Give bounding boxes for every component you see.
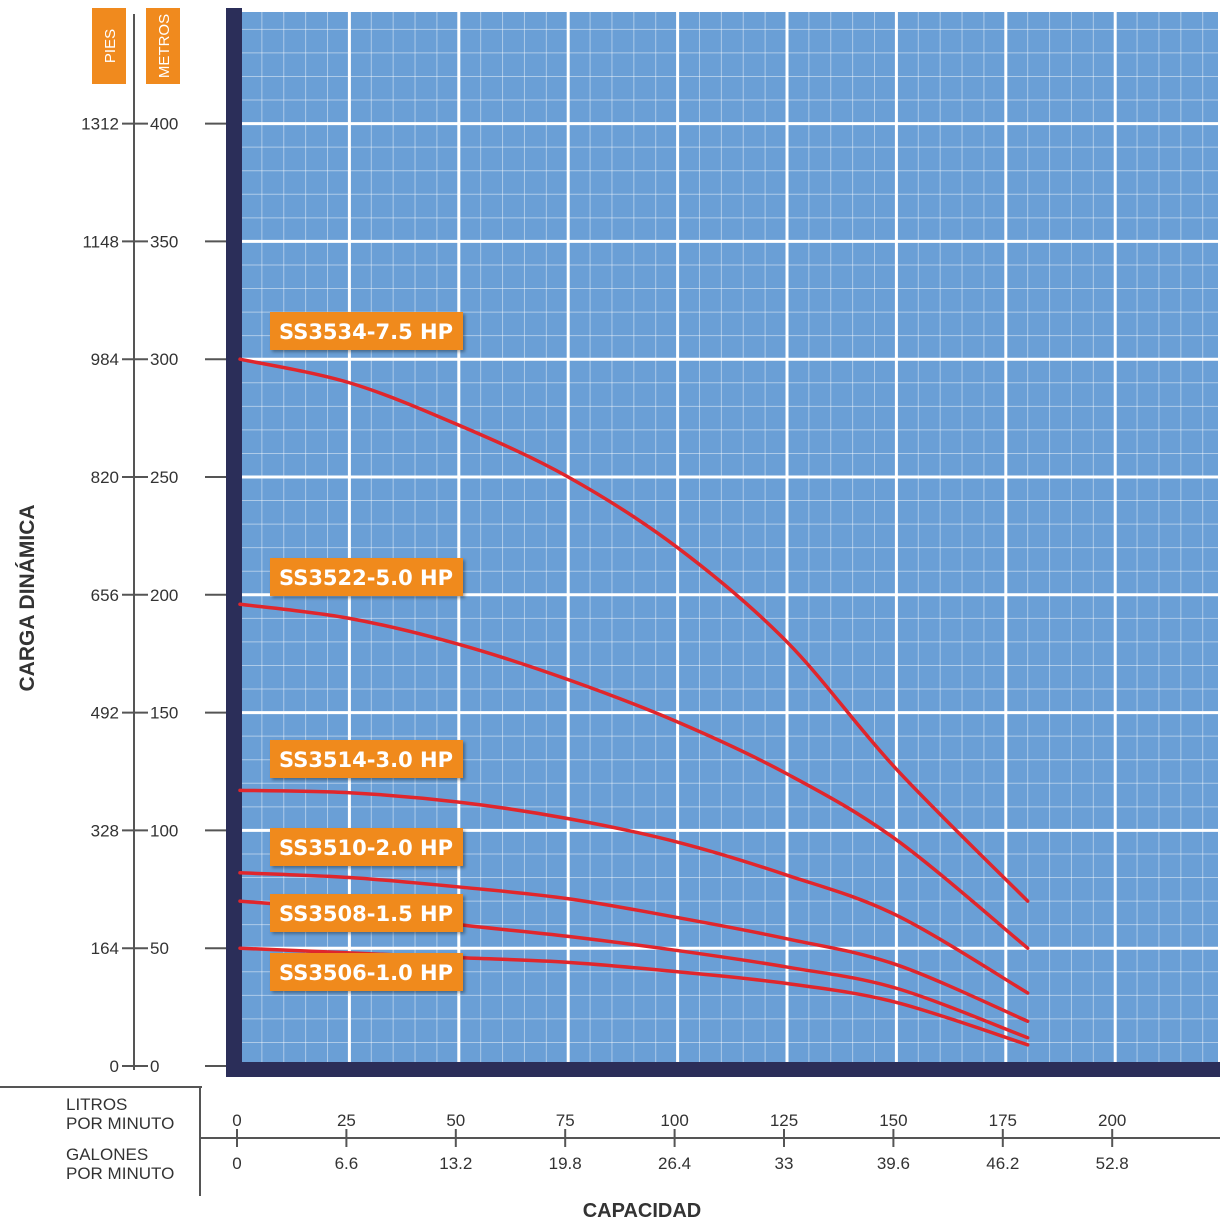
y-tick-label-meters: 0 xyxy=(150,1057,159,1076)
x-tick-label-lpm: 175 xyxy=(989,1111,1017,1130)
x-row-label-lpm-line: LITROS xyxy=(66,1095,127,1114)
y-tick: 164 50 xyxy=(91,939,226,958)
y-tick: 328 100 xyxy=(91,821,226,840)
series-name-label: SS3506-1.0 HP xyxy=(279,961,453,985)
series-badge: SS3522-5.0 HP xyxy=(270,558,463,596)
y-tick: 656 200 xyxy=(91,586,226,605)
x-tick-label-lpm: 0 xyxy=(232,1111,241,1130)
x-tick-label-lpm: 50 xyxy=(446,1111,465,1130)
x-tick-label-lpm: 100 xyxy=(660,1111,688,1130)
y-tick-label-feet: 164 xyxy=(91,939,119,958)
y-tick: 820 250 xyxy=(91,468,226,487)
series-line-ss3514-3-0-hp xyxy=(238,788,1030,995)
x-tick-label-gpm: 33 xyxy=(775,1154,794,1173)
y-unit-meters-badge: METROS xyxy=(146,8,180,84)
y-tick-label-feet: 820 xyxy=(91,468,119,487)
x-row-label-gpm-line: GALONES xyxy=(66,1145,148,1164)
x-tick-label-gpm: 26.4 xyxy=(658,1154,691,1173)
y-unit-feet-badge-text: PIES xyxy=(102,29,119,63)
x-axis-title: CAPACIDAD xyxy=(583,1200,702,1222)
x-tick-label-gpm: 46.2 xyxy=(986,1154,1019,1173)
y-tick-label-feet: 1312 xyxy=(81,115,119,134)
series-badge: SS3510-2.0 HP xyxy=(270,828,463,866)
x-tick: 100 26.4 xyxy=(658,1111,691,1173)
y-tick-label-meters: 250 xyxy=(150,468,178,487)
y-tick-label-feet: 492 xyxy=(91,704,119,723)
x-tick: 200 52.8 xyxy=(1096,1111,1129,1173)
y-tick-label-meters: 150 xyxy=(150,704,178,723)
gridlines xyxy=(240,12,1218,1066)
y-tick: 984 300 xyxy=(91,350,226,369)
x-tick: 50 13.2 xyxy=(439,1111,472,1173)
x-tick-label-lpm: 125 xyxy=(770,1111,798,1130)
y-tick-label-meters: 100 xyxy=(150,821,178,840)
x-tick-label-lpm: 200 xyxy=(1098,1111,1126,1130)
y-unit-feet-badge-box xyxy=(92,8,126,84)
x-tick-label-gpm: 52.8 xyxy=(1096,1154,1129,1173)
plot-area xyxy=(226,8,1220,1077)
y-tick: 492 150 xyxy=(91,704,226,723)
y-tick-label-feet: 1148 xyxy=(82,232,119,251)
y-tick-label-feet: 0 xyxy=(110,1057,119,1076)
series-badge-box xyxy=(270,740,463,778)
x-row-label-gpm-line: POR MINUTO xyxy=(66,1164,174,1183)
y-tick-label-meters: 400 xyxy=(150,115,178,134)
y-unit-meters-badge-text: METROS xyxy=(156,14,173,78)
x-tick-label-lpm: 75 xyxy=(556,1111,575,1130)
series-name-label: SS3510-2.0 HP xyxy=(279,836,453,860)
x-tick: 75 19.8 xyxy=(549,1111,582,1173)
x-row-label-lpm-line: POR MINUTO xyxy=(66,1114,174,1133)
x-tick-label-lpm: 150 xyxy=(879,1111,907,1130)
legend-badges: SS3534-7.5 HP SS3522-5.0 HP SS3514-3.0 HP S… xyxy=(270,312,463,991)
y-tick-label-meters: 50 xyxy=(150,939,169,958)
frame-left xyxy=(226,8,242,1076)
series-name-label: SS3534-7.5 HP xyxy=(279,320,453,344)
y-tick-label-feet: 328 xyxy=(91,821,119,840)
x-tick: 125 33 xyxy=(770,1111,798,1173)
series-badge: SS3508-1.5 HP xyxy=(270,894,463,932)
series-badge: SS3534-7.5 HP xyxy=(270,312,463,350)
frame-bottom xyxy=(226,1062,1220,1077)
y-tick-label-feet: 984 xyxy=(91,350,119,369)
y-tick: 1148 350 xyxy=(82,232,226,251)
x-tick: 150 39.6 xyxy=(877,1111,910,1173)
y-axis-title: CARGA DINÁMICA xyxy=(16,504,39,691)
y-unit-feet-badge: PIES xyxy=(92,8,126,84)
series-badge-box xyxy=(270,953,463,991)
series-line-ss3534-7-5-hp xyxy=(238,357,1030,903)
series-name-label: SS3508-1.5 HP xyxy=(279,902,453,926)
series-line-ss3522-5-0-hp xyxy=(238,602,1030,950)
x-tick-label-lpm: 25 xyxy=(337,1111,356,1130)
y-tick: 1312 400 xyxy=(81,115,226,134)
x-tick: 00 xyxy=(232,1111,241,1173)
x-tick-label-gpm: 19.8 xyxy=(549,1154,582,1173)
series-badge-box xyxy=(270,312,463,350)
x-tick-label-gpm: 39.6 xyxy=(877,1154,910,1173)
series-badge-box xyxy=(270,828,463,866)
y-tick-label-meters: 200 xyxy=(150,586,178,605)
series-badge: SS3506-1.0 HP xyxy=(270,953,463,991)
x-tick-label-gpm: 13.2 xyxy=(439,1154,472,1173)
series-badge-box xyxy=(270,894,463,932)
series-name-label: SS3514-3.0 HP xyxy=(279,748,453,772)
x-tick: 175 46.2 xyxy=(986,1111,1019,1173)
series-badge: SS3514-3.0 HP xyxy=(270,740,463,778)
y-tick-label-meters: 350 xyxy=(150,232,178,251)
x-tick-label-gpm: 6.6 xyxy=(335,1154,359,1173)
x-tick: 256.6 xyxy=(335,1111,359,1173)
series-line-ss3510-2-0-hp xyxy=(238,871,1030,1023)
x-tick-label-gpm: 0 xyxy=(232,1154,241,1173)
y-tick-label-meters: 300 xyxy=(150,350,178,369)
y-tick-label-feet: 656 xyxy=(91,586,119,605)
plot-background xyxy=(240,12,1218,1066)
y-unit-meters-badge-box xyxy=(146,8,180,84)
series-name-label: SS3522-5.0 HP xyxy=(279,566,453,590)
series-badge-box xyxy=(270,558,463,596)
